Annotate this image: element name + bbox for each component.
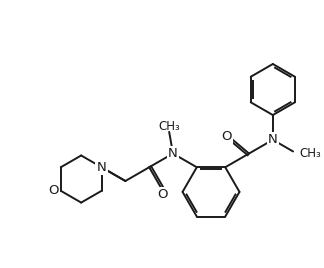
Text: O: O [49,184,59,197]
Text: O: O [221,130,231,143]
Text: O: O [157,188,168,201]
Text: N: N [268,133,278,146]
Text: N: N [97,161,107,174]
Text: CH₃: CH₃ [299,147,321,160]
Text: N: N [168,147,178,160]
Text: CH₃: CH₃ [158,120,180,133]
